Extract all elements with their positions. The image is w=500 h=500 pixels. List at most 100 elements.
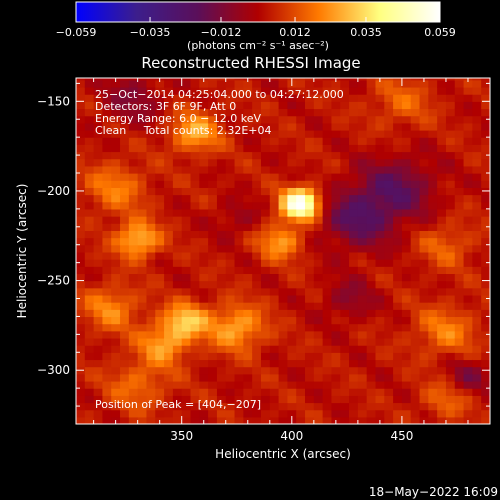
heatmap-cell [208, 352, 218, 361]
heatmap-cell [243, 273, 253, 282]
heatmap-cell [76, 94, 86, 102]
heatmap-cell [216, 187, 227, 196]
heatmap-cell [111, 122, 121, 131]
heatmap-cell [445, 273, 456, 282]
heatmap-cell [437, 165, 447, 174]
time-range-text: 25−Oct−2014 04:25:04.000 to 04:27:12.000 [95, 88, 344, 101]
heatmap-cell [340, 223, 350, 231]
heatmap-cell [172, 280, 183, 289]
heatmap-cell [225, 337, 236, 346]
heatmap-cell [287, 216, 297, 224]
heatmap-cell [463, 259, 473, 267]
heatmap-cell [393, 173, 403, 181]
heatmap-cell [269, 352, 280, 361]
heatmap-cell [278, 78, 289, 81]
heatmap-cell [146, 108, 156, 117]
heatmap-cell [102, 259, 112, 267]
heatmap-cell [111, 323, 121, 332]
heatmap-cell [445, 287, 456, 296]
heatmap-cell [76, 373, 86, 382]
heatmap-cell [269, 309, 280, 318]
heatmap-cell [349, 122, 359, 131]
heatmap-cell [146, 194, 156, 203]
heatmap-cell [164, 208, 174, 217]
heatmap-cell [208, 137, 218, 145]
heatmap-cell [234, 273, 244, 282]
heatmap-cell [76, 309, 86, 318]
heatmap-cell [243, 316, 253, 325]
heatmap-cell [111, 366, 121, 375]
heatmap-cell [216, 122, 227, 131]
heatmap-cell [331, 237, 341, 246]
heatmap-cell [181, 208, 192, 217]
heatmap-cell [137, 316, 148, 325]
heatmap-cell [137, 416, 148, 424]
colorbar-tick-label: −0.012 [201, 26, 242, 39]
heatmap-cell [269, 151, 280, 160]
heatmap-cell [410, 86, 421, 95]
heatmap-cell [454, 208, 465, 217]
heatmap-cell [305, 366, 315, 375]
heatmap-cell [366, 158, 377, 167]
heatmap-cell [155, 151, 165, 160]
heatmap-cell [340, 337, 350, 346]
heatmap-cell [190, 216, 200, 224]
heatmap-cell [472, 294, 482, 303]
heatmap-cell [349, 223, 359, 231]
heatmap-cell [366, 330, 377, 339]
heatmap-cell [401, 108, 412, 117]
heatmap-cell [296, 129, 306, 138]
heatmap-cell [481, 122, 490, 131]
heatmap-cell [481, 273, 490, 282]
heatmap-cell [296, 158, 306, 167]
heatmap-cell [366, 230, 377, 239]
heatmap-cell [128, 366, 139, 375]
heatmap-cell [454, 416, 465, 424]
heatmap-cell [146, 273, 156, 282]
heatmap-cell [437, 416, 447, 424]
heatmap-cell [287, 294, 297, 303]
heatmap-cell [322, 187, 333, 196]
heatmap-cell [322, 158, 333, 167]
heatmap-cell [401, 165, 412, 174]
heatmap-cell [120, 244, 130, 253]
heatmap-cell [428, 323, 438, 332]
heatmap-cell [349, 79, 359, 88]
heatmap-cell [76, 173, 86, 181]
heatmap-cell [146, 352, 156, 361]
heatmap-cell [305, 330, 315, 339]
heatmap-cell [287, 244, 297, 253]
heatmap-cell [172, 101, 183, 110]
heatmap-cell [375, 108, 385, 117]
heatmap-cell [313, 287, 324, 296]
heatmap-cell [410, 359, 421, 368]
heatmap-cell [340, 237, 350, 246]
heatmap-cell [331, 316, 341, 325]
heatmap-cell [401, 388, 412, 396]
heatmap-cell [384, 158, 394, 167]
footer-timestamp: 18−May−2022 16:09 [369, 485, 498, 499]
heatmap-cell [472, 395, 482, 404]
heatmap-cell [243, 345, 253, 353]
heatmap-cell [102, 395, 112, 404]
heatmap-cell [305, 266, 315, 275]
heatmap-cell [366, 280, 377, 289]
heatmap-cell [190, 251, 200, 260]
heatmap-cell [102, 266, 112, 275]
heatmap-cell [296, 208, 306, 217]
heatmap-cell [428, 244, 438, 253]
heatmap-cell [445, 78, 456, 81]
heatmap-cell [111, 345, 121, 353]
heatmap-cell [393, 280, 403, 289]
heatmap-cell [120, 316, 130, 325]
heatmap-cell [260, 280, 271, 289]
heatmap-cell [322, 122, 333, 131]
heatmap-cell [296, 251, 306, 260]
heatmap-cell [234, 151, 244, 160]
heatmap-cell [287, 323, 297, 332]
heatmap-cell [181, 122, 192, 131]
heatmap-cell [454, 330, 465, 339]
heatmap-cell [164, 158, 174, 167]
heatmap-cell [102, 345, 112, 353]
heatmap-cell [384, 108, 394, 117]
